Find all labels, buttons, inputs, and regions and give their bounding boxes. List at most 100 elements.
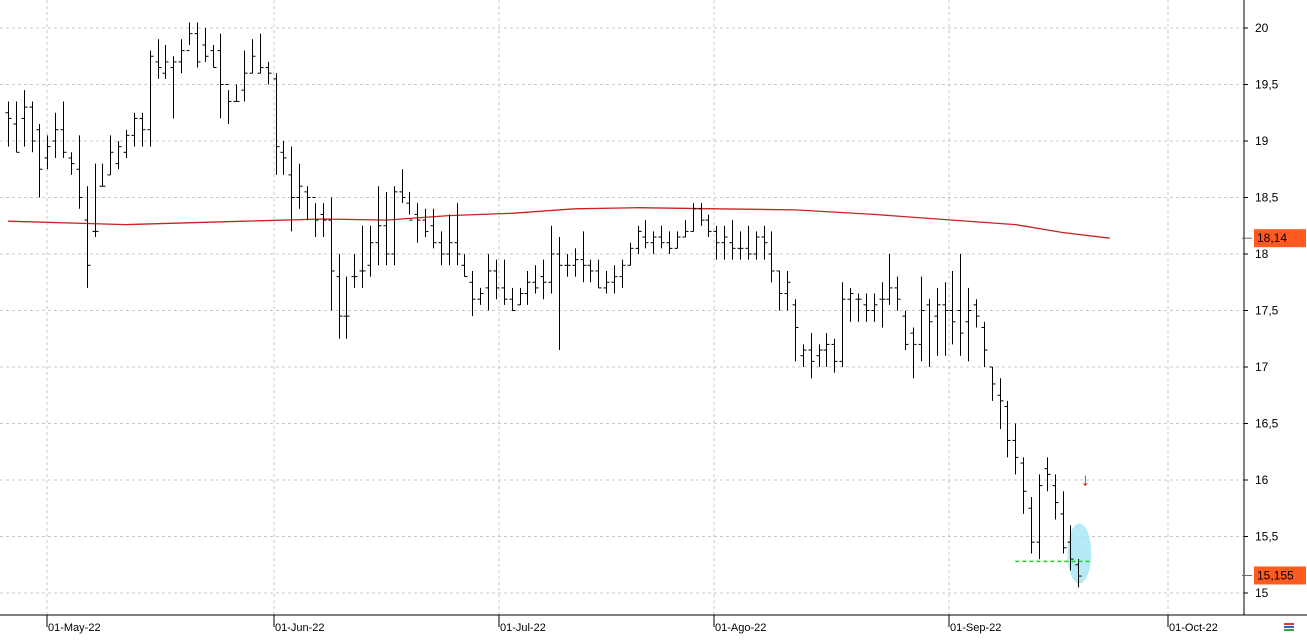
ohlc-bar bbox=[312, 197, 319, 238]
ohlc-bar bbox=[737, 231, 744, 260]
ohlc-bar bbox=[320, 203, 327, 238]
ohlc-bar bbox=[580, 231, 587, 283]
y-tick-label: 18,5 bbox=[1255, 191, 1279, 205]
ohlc-bar bbox=[776, 270, 783, 311]
ohlc-bar bbox=[217, 33, 224, 119]
ohlc-bar bbox=[1004, 400, 1011, 458]
ohlc-bar bbox=[60, 101, 67, 158]
ohlc-bar bbox=[92, 163, 99, 238]
ohlc-bar bbox=[989, 366, 996, 401]
ohlc-bar bbox=[682, 220, 689, 238]
ohlc-bar bbox=[461, 254, 468, 278]
ohlc-bar bbox=[997, 378, 1004, 430]
ohlc-bar bbox=[839, 282, 846, 367]
ohlc-bar bbox=[902, 310, 909, 351]
ohlc-bar bbox=[36, 124, 43, 198]
ohlc-bar bbox=[619, 259, 626, 288]
ohlc-bar bbox=[690, 203, 697, 232]
ohlc-bar bbox=[863, 293, 870, 322]
ma-value-badge-bg bbox=[1254, 229, 1306, 248]
down-arrow-icon: ↓ bbox=[1081, 470, 1090, 490]
ohlc-bar bbox=[540, 259, 547, 300]
ohlc-bar bbox=[406, 191, 413, 221]
ohlc-bar bbox=[524, 270, 531, 305]
ohlc-bar bbox=[886, 254, 893, 305]
ohlc-bar bbox=[454, 203, 461, 266]
ohlc-bar bbox=[957, 254, 964, 356]
ohlc-bar bbox=[249, 39, 256, 74]
ohlc-bar bbox=[517, 287, 524, 306]
ohlc-bar bbox=[5, 101, 12, 147]
ohlc-bar bbox=[178, 39, 185, 74]
ohlc-bar bbox=[650, 231, 657, 254]
y-tick-label: 19 bbox=[1255, 134, 1269, 148]
ohlc-bar bbox=[44, 135, 51, 170]
ohlc-bar bbox=[359, 225, 366, 288]
ohlc-bar bbox=[572, 248, 579, 277]
ohlc-bar bbox=[1052, 474, 1059, 520]
ohlc-bar bbox=[493, 259, 500, 300]
last-price-badge-text: 15,155 bbox=[1257, 568, 1294, 582]
ohlc-bar bbox=[477, 287, 484, 305]
ohlc-bar bbox=[107, 135, 114, 176]
ohlc-bar bbox=[1028, 496, 1035, 554]
y-tick-label: 16,5 bbox=[1255, 417, 1279, 431]
ohlc-bar bbox=[336, 254, 343, 339]
ohlc-bar bbox=[210, 44, 217, 69]
ohlc-bar bbox=[422, 208, 429, 238]
ohlc-bar bbox=[52, 112, 59, 158]
ohlc-bar bbox=[855, 293, 862, 322]
ohlc-bar bbox=[674, 231, 681, 249]
gridlines bbox=[0, 0, 1244, 615]
ohlc-bar bbox=[343, 276, 350, 339]
ohlc-bar bbox=[383, 191, 390, 266]
ohlc-bar bbox=[257, 33, 264, 74]
ohlc-bar bbox=[713, 225, 720, 260]
ohlc-bar bbox=[587, 259, 594, 283]
moving-average-series bbox=[7, 207, 1110, 239]
axis-frame bbox=[0, 0, 1307, 627]
x-tick-label: 01-Ago-22 bbox=[715, 622, 766, 634]
ohlc-bar bbox=[241, 50, 248, 102]
ohlc-bar bbox=[1075, 559, 1082, 588]
ohlc-bar bbox=[485, 254, 492, 311]
ohlc-bar bbox=[115, 141, 122, 170]
ohlc-bar bbox=[29, 101, 36, 153]
x-tick-label: 01-Jul-22 bbox=[500, 622, 546, 634]
ohlc-bar bbox=[847, 287, 854, 322]
ohlc-bar bbox=[351, 254, 358, 288]
ohlc-bar bbox=[879, 282, 886, 328]
ohlc-bar bbox=[328, 197, 335, 311]
highlight-ellipse bbox=[1067, 523, 1092, 584]
ohlc-bar bbox=[745, 225, 752, 260]
ohlc-bar bbox=[1044, 457, 1051, 492]
ohlc-bar bbox=[532, 265, 539, 294]
ohlc-bar bbox=[1036, 474, 1043, 560]
ohlc-bar bbox=[871, 293, 878, 322]
ohlc-bar bbox=[399, 169, 406, 204]
x-tick-labels: 01-May-22 01-Jun-22 01-Jul-22 01-Ago-22 01-S… bbox=[48, 622, 1218, 634]
ohlc-bar bbox=[280, 141, 287, 175]
y-tick-label: 17,5 bbox=[1255, 304, 1279, 318]
moving-average-line bbox=[7, 207, 1110, 239]
ohlc-bar bbox=[304, 186, 311, 221]
y-tick-label: 18 bbox=[1255, 247, 1269, 261]
ohlc-bar bbox=[233, 84, 240, 102]
ohlc-bar bbox=[556, 237, 563, 351]
last-price-badge-bg bbox=[1254, 566, 1306, 585]
chart-settings-icon[interactable] bbox=[1283, 620, 1295, 632]
ohlc-bar bbox=[131, 112, 138, 147]
ohlc-bar bbox=[391, 186, 398, 266]
ohlc-bar bbox=[296, 163, 303, 209]
ohlc-bar bbox=[430, 208, 437, 249]
ohlc-bar bbox=[926, 299, 933, 367]
ohlc-bar bbox=[816, 344, 823, 367]
x-tick-label: 01-Oct-22 bbox=[1169, 622, 1218, 634]
ohlc-bar bbox=[123, 129, 130, 158]
ohlc-bar bbox=[918, 276, 925, 362]
ohlc-bar bbox=[162, 44, 169, 79]
ohlc-bar bbox=[194, 22, 201, 68]
ohlc-bar bbox=[1020, 457, 1027, 514]
ohlc-bar bbox=[414, 203, 421, 243]
